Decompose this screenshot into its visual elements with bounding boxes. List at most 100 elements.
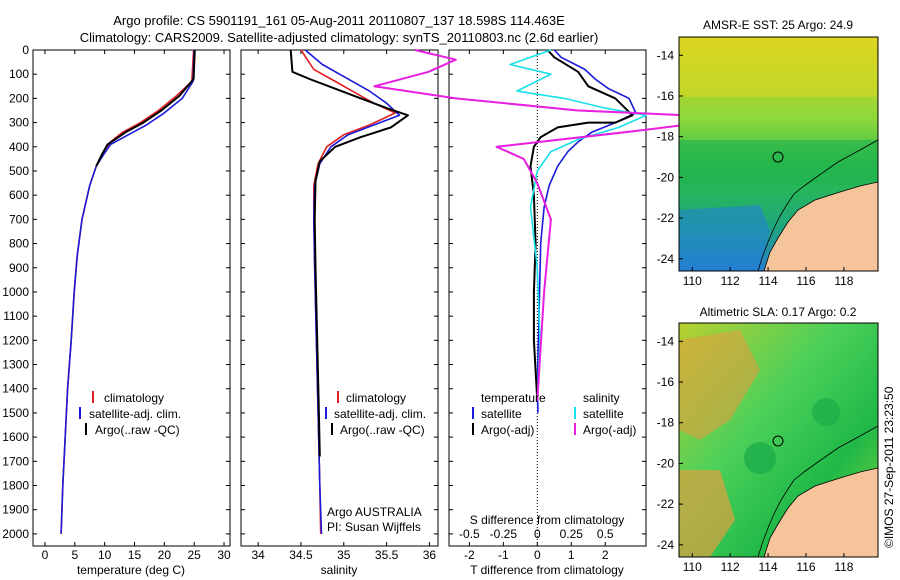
y-tick-label: 1400 [2,382,29,396]
map-y-tick-label: -16 [657,375,675,389]
sla-warm-patch [679,330,760,440]
x-tick-label: -1 [498,548,509,562]
y-tick-label: 1600 [2,430,29,444]
salinity-panel-frame [240,49,439,547]
y-tick-label: 1100 [3,309,29,323]
x2-tick-label: 0.25 [560,527,584,541]
sst-shelf-line [763,181,878,271]
y-tick-label: 0 [22,43,29,57]
legend-climatology-label: climatology [346,391,406,405]
legend-temperature-heading: temperature [481,391,546,405]
map-x-tick-label: 114 [759,274,778,288]
y-tick-label: 300 [9,116,29,130]
y-tick-label: 1800 [2,479,29,493]
x-tick-label: 0 [42,548,49,562]
map-y-tick-label: -20 [657,170,675,184]
temperature-panel-frame [32,49,231,547]
sst-land [764,182,878,271]
sst-map-axes: 110 112 114 116 118 -14 -16 -18 -20 -22 -24 [657,48,854,288]
x2-tick-label: -0.5 [459,527,480,541]
series-line-argo [95,49,196,167]
map-x-tick-label: 110 [683,274,702,288]
difference-legend: temperature salinity satellite satellite… [472,391,636,437]
sst-coastline [757,139,878,271]
figure-title-line2: Climatology: CARS2009. Satellite-adjuste… [80,30,599,45]
legend-satellite-label: satellite-adj. clim. [334,407,426,421]
side-stamp: ©IMOS 27-Sep-2011 23:23:50 [882,386,896,548]
credit-line2: PI: Susan Wijffels [327,520,421,534]
map-y-tick-label: -18 [657,416,675,430]
sla-green-eddy [812,398,840,426]
difference-panel-frame [448,49,647,547]
series-line-s_diff_sat [509,49,647,401]
sla-map-title: Altimetric SLA: 0.17 Argo: 0.2 [700,305,857,319]
legend-s-satellite-label: satellite [583,407,624,421]
x-tick-label: 30 [217,548,231,562]
map-x-tick-label: 110 [683,560,702,574]
y-tick-label: 900 [9,261,29,275]
map-y-tick-label: -22 [657,497,675,511]
y-tick-label: 400 [9,140,29,154]
series-line-argo [529,49,634,401]
y-tick-label: 600 [9,188,29,202]
legend-t-argo-label: Argo(-adj) [481,423,534,437]
y-tick-label: 500 [9,164,29,178]
y-tick-label: 2000 [2,527,29,541]
sla-green-eddy [744,442,776,474]
sla-map [679,323,878,557]
y-tick-label: 1900 [2,503,29,517]
x-tick-label: 2 [602,548,609,562]
x-tick-label: 36 [423,548,437,562]
credit-line1: Argo AUSTRALIA [327,505,422,519]
legend-satellite-label: satellite-adj. clim. [89,407,181,421]
sla-coastline [757,425,878,557]
sla-map-axes: 110 112 114 116 118 -14 -16 -18 -20 -22 -24 [657,334,854,574]
y-tick-label: 100 [9,67,29,81]
series-line-satellite [60,49,195,534]
map-y-tick-label: -18 [657,130,675,144]
sst-map-frame [678,36,879,272]
salinity-legend: climatology satellite-adj. clim. Argo(..… [325,391,426,437]
sst-map-title: AMSR-E SST: 25 Argo: 24.9 [703,18,853,32]
map-x-tick-label: 114 [759,560,778,574]
sst-argo-marker [772,151,784,163]
temperature-axes: 0100200300400500600700800900100011001200… [2,43,231,562]
series-line-satellite [304,49,401,534]
sst-map [679,37,878,271]
legend-t-satellite-label: satellite [481,407,522,421]
figure-title-line1: Argo profile: CS 5901191_161 05-Aug-2011… [113,13,565,28]
x-tick-label: 15 [128,548,142,562]
map-y-tick-label: -16 [657,89,675,103]
sst-cool-band [679,140,878,185]
map-x-tick-label: 118 [834,274,853,288]
map-y-tick-label: -24 [657,252,675,266]
map-y-tick-label: -22 [657,211,675,225]
x-tick-label: 10 [98,548,112,562]
map-x-tick-label: 118 [834,560,853,574]
salinity-xlabel: salinity [321,563,358,577]
legend-climatology-label: climatology [104,391,164,405]
x-tick-label: 35.5 [375,548,399,562]
temperature-xlabel: temperature (deg C) [77,563,185,577]
salinity-axes: 34 34.5 35 35.5 36 [241,49,438,562]
sst-warm-patch [679,37,878,97]
x-tick-label: -2 [464,548,475,562]
series-line-climatology [60,49,195,534]
t-difference-xlabel: T difference from climatology [470,563,624,577]
sla-map-frame [678,322,879,558]
map-y-tick-label: -20 [657,456,675,470]
sla-shelf-line [763,467,878,557]
y-tick-label: 1300 [2,358,29,372]
legend-s-argo-label: Argo(-adj) [583,423,636,437]
x-tick-label: 34.5 [289,548,313,562]
x-tick-label: 35 [337,548,351,562]
x-tick-label: 25 [188,548,202,562]
x2-tick-label: -0.25 [490,527,518,541]
legend-salinity-heading: salinity [583,391,620,405]
x-tick-label: 5 [71,548,78,562]
sla-argo-marker [772,435,784,447]
temperature-legend: climatology satellite-adj. clim. Argo(..… [79,391,181,437]
y-tick-label: 1200 [2,333,29,347]
x-tick-label: 34 [251,548,265,562]
